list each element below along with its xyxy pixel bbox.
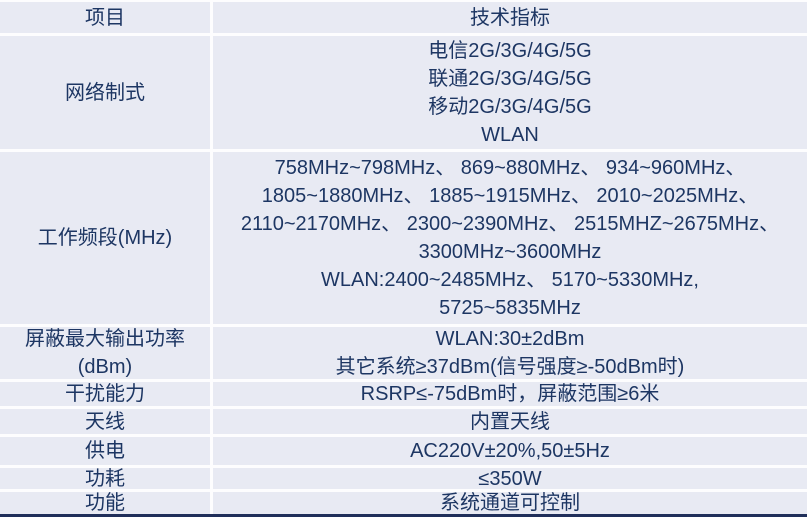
column-header-item-label: 项目 — [85, 6, 125, 29]
row-label-cell: 屏蔽最大输出功率 (dBm) — [0, 327, 210, 379]
row-value-line: 内置天线 — [470, 410, 550, 433]
row-value-line: 3300MHz~3600MHz — [418, 241, 602, 263]
row-label-line: (dBm) — [77, 356, 133, 378]
row-value-line: 电信2G/3G/4G/5G — [428, 39, 592, 62]
row-value-line: 联通2G/3G/4G/5G — [428, 67, 592, 90]
row-label-line: 工作频段(MHz) — [37, 227, 173, 249]
row-value-line: WLAN — [481, 123, 539, 146]
row-value-line: 5725~5835MHz — [439, 297, 581, 319]
column-header-tech-spec-label: 技术指标 — [470, 6, 550, 29]
row-value-cell: AC220V±20%,50±5Hz — [213, 437, 807, 465]
row-label-cell: 干扰能力 — [0, 382, 210, 406]
row-value-line: WLAN:2400~2485MHz、 5170~5330MHz, — [321, 269, 699, 291]
row-value-line: 其它系统≥37dBm(信号强度≥-50dBm时) — [335, 356, 685, 378]
row-value-cell: 内置天线 — [213, 409, 807, 434]
row-label-cell: 功耗 — [0, 468, 210, 489]
row-label-line: 干扰能力 — [65, 383, 145, 405]
row-value-line: RSRP≤-75dBm时，屏蔽范围≥6米 — [360, 383, 660, 405]
row-value-line: 758MHz~798MHz、 869~880MHz、 934~960MHz、 — [274, 157, 746, 179]
row-label-line: 天线 — [85, 410, 125, 433]
row-value-line: 2110~2170MHz、 2300~2390MHz、 2515MHZ~2675… — [240, 213, 780, 235]
row-label-cell: 供电 — [0, 437, 210, 465]
row-value-line: 1805~1880MHz、 1885~1915MHz、 2010~2025MHz… — [261, 185, 759, 207]
row-label-line: 功耗 — [85, 468, 125, 489]
row-value-cell: RSRP≤-75dBm时，屏蔽范围≥6米 — [213, 382, 807, 406]
row-value-cell: 电信2G/3G/4G/5G 联通2G/3G/4G/5G 移动2G/3G/4G/5G W… — [213, 36, 807, 149]
row-value-line: 系统通道可控制 — [440, 492, 580, 514]
row-label-cell: 工作频段(MHz) — [0, 152, 210, 324]
row-value-cell: 系统通道可控制 — [213, 492, 807, 514]
row-label-cell: 网络制式 — [0, 36, 210, 149]
row-label-line: 功能 — [85, 492, 125, 514]
row-value-cell: 758MHz~798MHz、 869~880MHz、 934~960MHz、 18… — [213, 152, 807, 324]
row-value-line: ≤350W — [478, 468, 542, 489]
row-label-line: 供电 — [85, 440, 125, 462]
row-label-cell: 功能 — [0, 492, 210, 514]
column-header-tech-spec: 技术指标 — [213, 2, 807, 33]
column-header-item: 项目 — [0, 2, 210, 33]
row-value-line: 移动2G/3G/4G/5G — [428, 95, 592, 118]
row-value-cell: WLAN:30±2dBm 其它系统≥37dBm(信号强度≥-50dBm时) — [213, 327, 807, 379]
row-label-line: 网络制式 — [65, 81, 145, 104]
row-value-line: WLAN:30±2dBm — [435, 328, 585, 350]
row-value-line: AC220V±20%,50±5Hz — [410, 440, 610, 462]
row-label-cell: 天线 — [0, 409, 210, 434]
bottom-accent-bar — [0, 514, 807, 517]
row-label-line: 屏蔽最大输出功率 — [25, 328, 185, 350]
row-value-cell: ≤350W — [213, 468, 807, 489]
